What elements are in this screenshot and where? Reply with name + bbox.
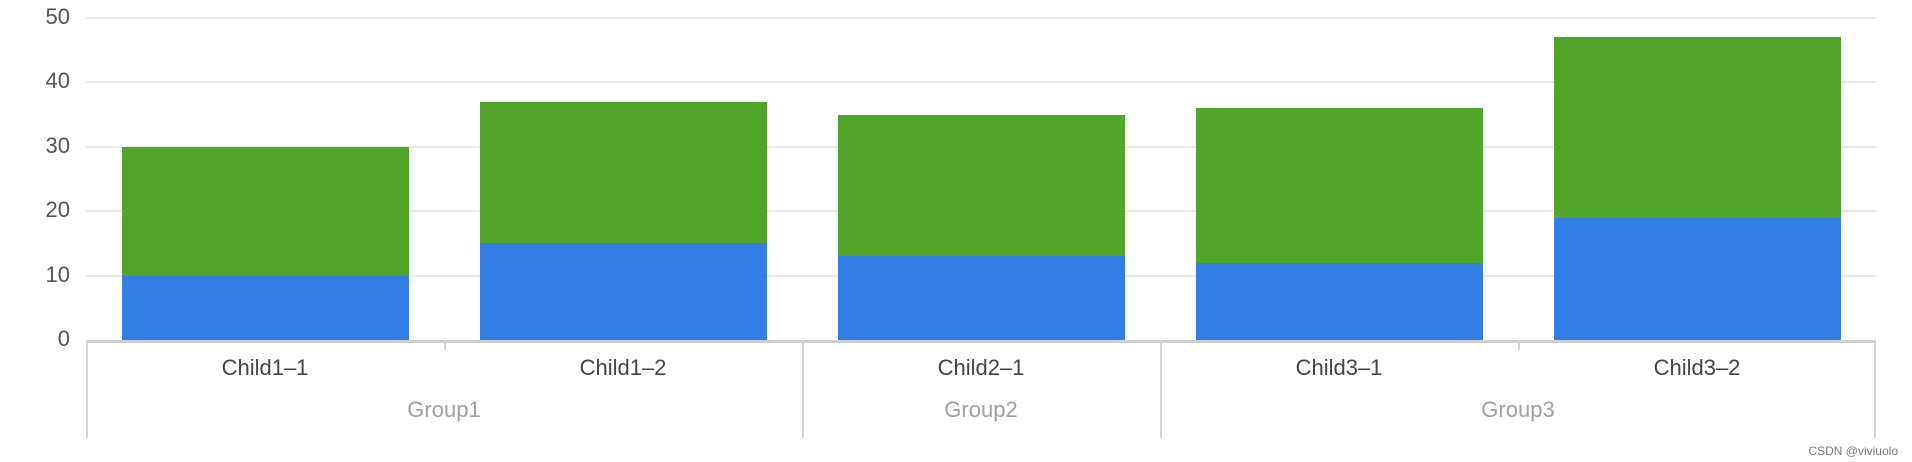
y-tick-label: 50 — [45, 4, 70, 29]
bar-segment-series-blue[interactable] — [479, 243, 767, 340]
y-tick-label: 10 — [45, 261, 70, 287]
watermark: CSDN @viviuolo — [1808, 444, 1898, 458]
x-category-label: Child1–1 — [221, 355, 309, 380]
bar-segment-series-green[interactable] — [1195, 108, 1483, 263]
bar-segment-series-blue[interactable] — [837, 256, 1125, 340]
bar-segment-series-green[interactable] — [479, 101, 767, 244]
x-group-divider — [1160, 340, 1162, 438]
x-category-label: Child3–2 — [1653, 355, 1741, 380]
gridline — [86, 17, 1876, 19]
x-group-divider — [802, 340, 804, 438]
x-category-label: Child1–2 — [579, 355, 667, 380]
x-tick — [444, 340, 446, 350]
bar-segment-series-green[interactable] — [121, 146, 409, 276]
x-group-label: Group1 — [407, 397, 481, 422]
x-group-divider — [86, 340, 88, 438]
gridline — [86, 81, 1876, 84]
x-axis-line — [86, 340, 1876, 343]
bar-segment-series-green[interactable] — [837, 114, 1125, 257]
bar-segment-series-green[interactable] — [1553, 37, 1841, 218]
x-category-label: Child2–1 — [937, 355, 1025, 380]
y-tick-label: 20 — [45, 197, 70, 223]
x-category-label: Child3–1 — [1295, 355, 1383, 380]
y-tick-label: 40 — [45, 68, 70, 94]
x-tick — [1518, 340, 1520, 350]
y-tick-label: 0 — [57, 326, 70, 351]
x-group-label: Group3 — [1481, 397, 1555, 422]
bar-segment-series-blue[interactable] — [121, 275, 409, 340]
x-group-label: Group2 — [944, 397, 1018, 422]
y-tick-label: 30 — [45, 132, 70, 158]
bar-segment-series-blue[interactable] — [1553, 217, 1841, 340]
bar-segment-series-blue[interactable] — [1195, 262, 1483, 340]
x-group-divider — [1874, 340, 1876, 438]
